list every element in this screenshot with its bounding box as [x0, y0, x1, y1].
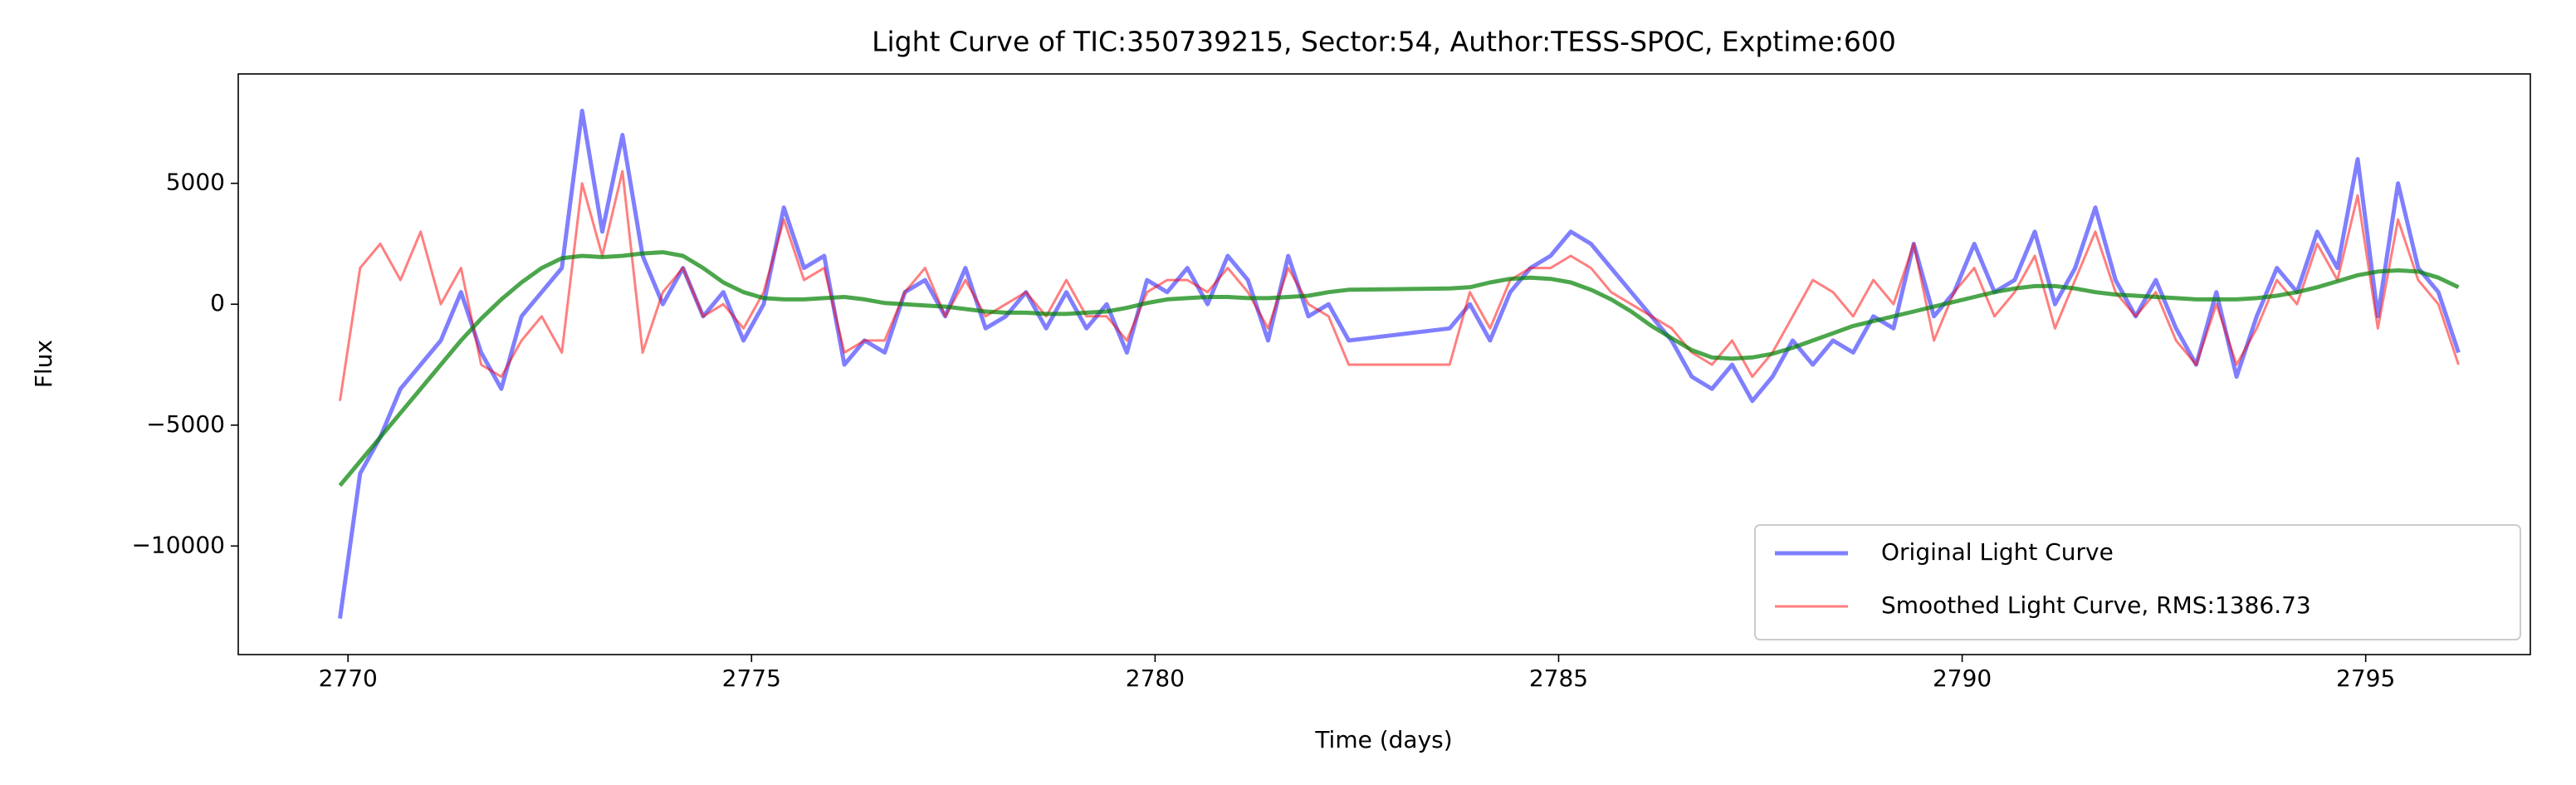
axes-frame: [237, 73, 2531, 655]
y-axis-label: Flux: [30, 340, 57, 388]
y-tick-label: 5000: [166, 169, 225, 196]
x-tick-label: 2795: [2336, 665, 2395, 692]
series-line: [338, 250, 2460, 488]
y-tick-label: 0: [210, 289, 225, 316]
series-line: [338, 108, 2461, 619]
legend-box: [1754, 524, 2521, 640]
chart-title: Light Curve of TIC:350739215, Sector:54,…: [872, 26, 1896, 58]
x-tick-label: 2770: [319, 665, 378, 692]
x-tick-label: 2775: [722, 665, 781, 692]
x-tick-label: 2785: [1529, 665, 1588, 692]
x-tick-label: 2780: [1126, 665, 1185, 692]
legend-label: Smoothed Light Curve, RMS:1386.73: [1881, 591, 2311, 619]
plot-area: [338, 108, 2461, 619]
legend-label: Original Light Curve: [1881, 538, 2114, 566]
y-tick-label: −10000: [131, 531, 225, 558]
y-tick-label: −5000: [146, 410, 225, 438]
legend: Original Light Curve Smoothed Light Curve…: [1754, 524, 2521, 640]
x-tick-label: 2790: [1933, 665, 1992, 692]
x-axis-label: Time (days): [1314, 726, 1452, 753]
